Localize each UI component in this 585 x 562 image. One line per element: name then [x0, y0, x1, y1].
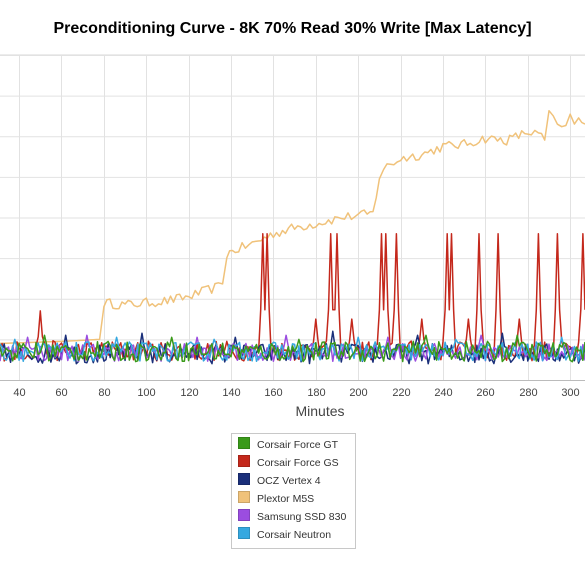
x-tick-label: 120: [180, 387, 198, 399]
legend-item: Corsair Neutron: [232, 526, 355, 544]
x-tick-label: 300: [561, 387, 579, 399]
series-line-corsair-neutron: [0, 336, 585, 363]
x-tick-label: 40: [13, 387, 25, 399]
x-tick-label: 100: [137, 387, 155, 399]
x-tick-label: 180: [307, 387, 325, 399]
legend-label: OCZ Vertex 4: [257, 475, 321, 487]
legend-swatch: [238, 437, 250, 449]
legend: Corsair Force GT Corsair Force GS OCZ Vert…: [231, 433, 356, 549]
x-axis-label: Minutes: [295, 403, 345, 419]
line-chart-plot: 40 60 80 100 120 140 160 180 200 220 240 260 280 300: [0, 54, 585, 399]
series-lines: [0, 109, 585, 365]
legend-label: Corsair Force GS: [257, 457, 339, 469]
gridlines: [0, 54, 585, 381]
legend-swatch: [238, 527, 250, 539]
legend-swatch: [238, 509, 250, 521]
chart-title: Preconditioning Curve - 8K 70% Read 30% …: [53, 20, 532, 37]
legend-label: Samsung SSD 830: [257, 511, 347, 523]
legend-item: Corsair Force GS: [232, 454, 355, 472]
x-tick-label: 200: [349, 387, 367, 399]
x-tick-label: 220: [392, 387, 410, 399]
series-line-plextor-m5s: [0, 109, 585, 345]
legend-item: Plextor M5S: [232, 490, 355, 508]
legend-swatch: [238, 455, 250, 467]
x-tick-label: 160: [264, 387, 282, 399]
x-axis: 40 60 80 100 120 140 160 180 200 220 240 260 280 300: [0, 380, 585, 399]
series-line-corsair-force-gt: [0, 334, 585, 363]
x-tick-label: 240: [434, 387, 452, 399]
x-tick-label: 280: [519, 387, 537, 399]
legend-label: Corsair Force GT: [257, 439, 339, 451]
legend-swatch: [238, 491, 250, 503]
legend-item: Corsair Force GT: [232, 436, 355, 454]
x-tick-label: 80: [98, 387, 110, 399]
legend-label: Plextor M5S: [257, 493, 315, 505]
legend-label: Corsair Neutron: [257, 529, 332, 541]
x-tick-label: 260: [476, 387, 494, 399]
x-tick-label: 60: [55, 387, 67, 399]
legend-item: OCZ Vertex 4: [232, 472, 355, 490]
x-tick-label: 140: [222, 387, 240, 399]
legend-item: Samsung SSD 830: [232, 508, 355, 526]
legend-swatch: [238, 473, 250, 485]
